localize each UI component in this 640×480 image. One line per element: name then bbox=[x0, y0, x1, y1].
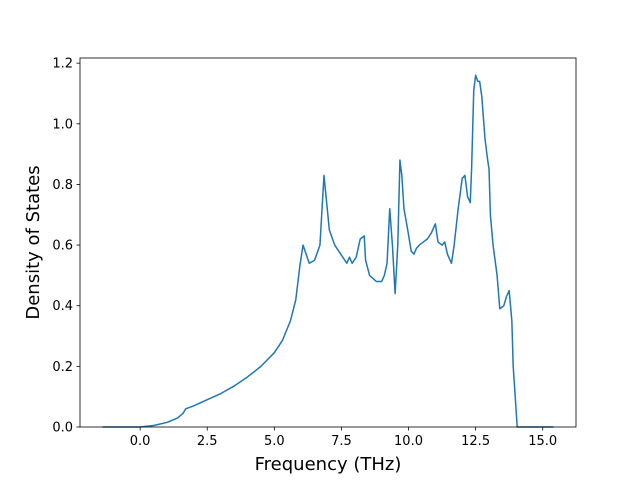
x-tick-label: 15.0 bbox=[528, 434, 557, 449]
y-tick-label: 0.0 bbox=[52, 421, 73, 436]
x-axis-label: Frequency (THz) bbox=[255, 454, 402, 475]
x-tick-label: 0.0 bbox=[130, 434, 151, 449]
x-tick-label: 5.0 bbox=[264, 434, 285, 449]
y-axis-label: Density of States bbox=[23, 165, 44, 319]
y-tick-label: 0.6 bbox=[52, 239, 73, 254]
line bbox=[102, 74, 554, 428]
y-tick-label: 0.4 bbox=[52, 299, 73, 314]
x-tick-label: 10.0 bbox=[394, 434, 423, 449]
x-tick-label: 7.5 bbox=[331, 434, 352, 449]
y-tick-label: 1.2 bbox=[52, 57, 73, 72]
x-tick-label: 12.5 bbox=[461, 434, 490, 449]
plot-frame bbox=[79, 57, 577, 428]
y-tick-label: 0.2 bbox=[52, 360, 73, 375]
y-tick-label: 1.0 bbox=[52, 117, 73, 132]
y-tick-label: 0.8 bbox=[52, 178, 73, 193]
x-tick-label: 2.5 bbox=[197, 434, 218, 449]
